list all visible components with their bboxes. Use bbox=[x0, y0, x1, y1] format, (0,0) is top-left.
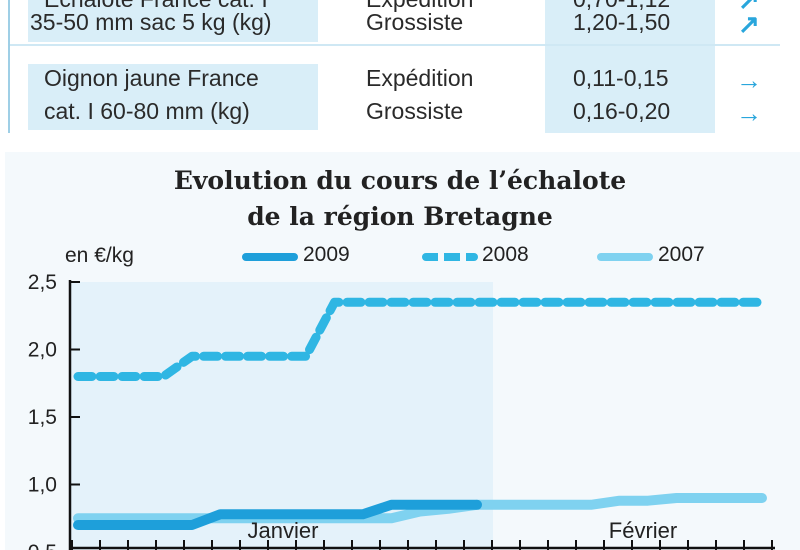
stage-label: Grossiste bbox=[366, 98, 464, 124]
trend-up-icon: ↗ bbox=[738, 9, 760, 39]
price-value: 1,20-1,50 bbox=[573, 9, 671, 35]
stage-label: Grossiste bbox=[366, 9, 464, 35]
stage-label: Expédition bbox=[366, 0, 473, 12]
legend-label-2008: 2008 bbox=[482, 243, 529, 266]
legend-swatch-2008 bbox=[422, 253, 478, 261]
product-name-line2: 35-50 mm sac 5 kg (kg) bbox=[30, 9, 272, 35]
stage-label: Expédition bbox=[366, 65, 474, 91]
y-tick-label: 1,5 bbox=[28, 406, 57, 429]
month-label-february: Février bbox=[609, 518, 677, 543]
series-line-2009 bbox=[73, 499, 482, 530]
product-name-line1: Échalote France cat. I bbox=[44, 0, 268, 12]
price-table: Échalote France cat. I 35-50 mm sac 5 kg… bbox=[0, 0, 800, 135]
price-value: 0,11-0,15 bbox=[573, 65, 669, 91]
product-name-line2: cat. I 60-80 mm (kg) bbox=[44, 98, 250, 124]
price-column-bg bbox=[545, 0, 715, 133]
y-axis-unit-label: en €/kg bbox=[65, 244, 134, 267]
y-tick-label: 2,0 bbox=[28, 339, 57, 362]
table-left-border bbox=[8, 0, 10, 133]
y-tick-label: 1,0 bbox=[28, 474, 57, 497]
product-cell-bg-1 bbox=[28, 0, 318, 42]
x-ticks bbox=[71, 540, 773, 550]
chart-title-line1: Evolution du cours de l’échalote bbox=[173, 166, 627, 195]
price-value: 0,16-0,20 bbox=[573, 98, 671, 124]
trend-flat-icon: → bbox=[736, 98, 762, 128]
product-cell-bg-2 bbox=[28, 64, 318, 130]
legend-label-2007: 2007 bbox=[658, 243, 705, 266]
legend-label-2009: 2009 bbox=[303, 243, 350, 266]
series-group bbox=[73, 297, 767, 530]
y-ticks: 2,5 2,0 1,5 1,0 0,5 bbox=[28, 271, 80, 550]
row-divider bbox=[10, 44, 780, 46]
legend-swatch-2007 bbox=[597, 253, 653, 261]
series-line-2007 bbox=[73, 493, 767, 524]
y-tick-label: 2,5 bbox=[28, 271, 57, 294]
trend-flat-icon: → bbox=[736, 65, 762, 95]
series-line-2008 bbox=[73, 297, 767, 381]
legend-swatch-2009 bbox=[242, 253, 298, 261]
trend-up-icon: ↗ bbox=[738, 0, 760, 15]
product-name-line1: Oignon jaune France bbox=[44, 65, 259, 91]
y-tick-label: 0,5 bbox=[28, 541, 57, 550]
price-value: 0,70-1,12 bbox=[573, 0, 670, 12]
chart-title-line2: de la région Bretagne bbox=[247, 202, 553, 231]
month-label-january: Janvier bbox=[248, 518, 319, 543]
